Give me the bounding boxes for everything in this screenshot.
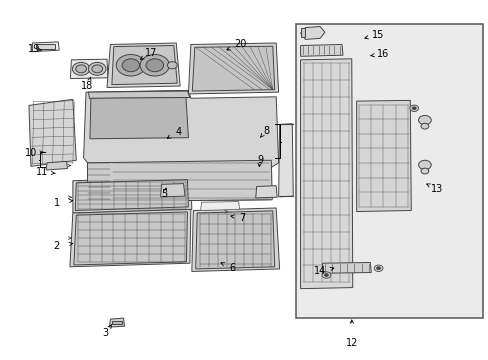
Polygon shape [255,186,277,198]
Text: 14: 14 [313,266,325,276]
Polygon shape [73,177,191,213]
Bar [36,44,55,49]
Circle shape [173,188,181,194]
Circle shape [420,123,428,129]
Polygon shape [32,42,59,51]
Polygon shape [188,43,278,94]
Polygon shape [70,59,108,78]
Polygon shape [70,210,190,267]
Polygon shape [300,59,352,289]
Polygon shape [356,100,410,212]
Polygon shape [200,202,239,211]
Circle shape [72,62,90,75]
Polygon shape [87,160,272,202]
Circle shape [409,105,418,112]
Text: 15: 15 [372,30,384,40]
Text: 2: 2 [54,241,60,251]
Circle shape [420,168,428,174]
Polygon shape [195,211,274,269]
Polygon shape [75,180,188,211]
Text: 7: 7 [239,213,244,222]
Text: 11: 11 [36,167,48,177]
Text: 1: 1 [54,198,60,208]
Text: 10: 10 [25,148,37,158]
Circle shape [418,116,430,125]
Polygon shape [109,318,124,327]
Polygon shape [322,262,370,273]
Bar [112,320,122,324]
Circle shape [411,107,415,110]
Circle shape [324,273,328,276]
Text: 17: 17 [144,48,157,58]
Polygon shape [300,44,342,56]
Circle shape [175,189,179,192]
Text: 12: 12 [345,338,357,348]
Text: 4: 4 [175,127,182,136]
Bar [295,24,483,318]
Polygon shape [90,98,188,139]
Polygon shape [191,208,279,271]
Text: 6: 6 [229,263,235,273]
Polygon shape [29,99,76,166]
Polygon shape [192,46,274,91]
Text: 18: 18 [81,81,93,91]
Text: 8: 8 [263,126,269,135]
Text: 13: 13 [430,184,442,194]
Polygon shape [278,124,293,197]
Circle shape [122,59,140,72]
Polygon shape [83,90,278,202]
Text: 20: 20 [234,40,246,49]
Circle shape [418,160,430,170]
Circle shape [76,65,86,73]
Circle shape [162,188,170,194]
Circle shape [164,189,168,192]
Polygon shape [112,45,177,85]
Circle shape [376,267,380,270]
Polygon shape [107,43,180,87]
Circle shape [116,54,145,76]
Circle shape [146,59,163,72]
Polygon shape [88,91,189,99]
Bar [301,28,305,37]
Circle shape [140,54,169,76]
Circle shape [373,265,382,271]
Circle shape [322,272,330,278]
Text: 9: 9 [257,155,263,165]
Circle shape [92,65,102,73]
Text: 16: 16 [377,49,389,59]
Circle shape [88,62,106,75]
Polygon shape [74,212,187,265]
Polygon shape [46,161,67,170]
Text: 3: 3 [102,328,108,338]
Circle shape [167,62,177,69]
Text: 5: 5 [161,189,167,199]
Text: 19: 19 [28,44,40,54]
Polygon shape [160,184,184,197]
Polygon shape [300,27,325,40]
